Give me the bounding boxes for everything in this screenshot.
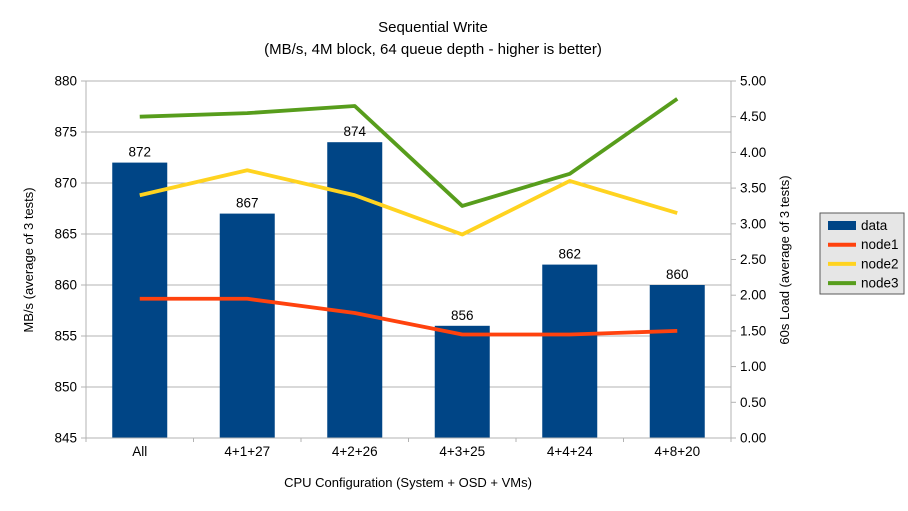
- y-axis-tick-label-left: 850: [54, 380, 77, 395]
- x-axis-tick-label: 4+1+27: [224, 444, 270, 459]
- y-axis-tick-label-left: 880: [54, 74, 77, 89]
- y-axis-tick-label-right: 0.50: [740, 395, 766, 410]
- y-axis-tick-label-right: 4.50: [740, 109, 766, 124]
- line-node1: [139, 296, 678, 337]
- y-axis-tick-label-left: 845: [54, 431, 77, 446]
- bar-4+2+26: [327, 142, 383, 438]
- y-axis-tick-label-right: 5.00: [740, 74, 766, 89]
- lines-group: [139, 97, 679, 337]
- y-axis-tick-label-right: 3.50: [740, 181, 766, 196]
- bar-4+1+27: [219, 213, 275, 438]
- y-axis-title-left: MB/s (average of 3 tests): [21, 187, 36, 332]
- legend-label-node3: node3: [861, 276, 899, 291]
- y-axis-tick-label-right: 0.00: [740, 431, 766, 446]
- bar-value-label: 860: [666, 267, 689, 282]
- line-node2: [139, 168, 678, 237]
- bar-4+8+20: [649, 285, 705, 438]
- x-axis-tick-label: All: [132, 444, 147, 459]
- chart-title: Sequential Write: [378, 19, 488, 36]
- bar-value-label: 862: [558, 247, 581, 262]
- y-axis-tick-label-left: 865: [54, 227, 77, 242]
- chart-subtitle: (MB/s, 4M block, 64 queue depth - higher…: [264, 41, 602, 58]
- axes-group: 845 850 855 860 865 870 875 880 0.00 0.50 1.00 1.50…: [54, 74, 766, 460]
- y-axis-tick-label-right: 1.00: [740, 359, 766, 374]
- legend-label-node2: node2: [861, 256, 899, 271]
- y-axis-title-right: 60s Load (average of 3 tests): [777, 175, 792, 344]
- bar-4+3+25: [434, 325, 490, 438]
- y-axis-tick-label-right: 4.00: [740, 145, 766, 160]
- bars-group: 872 867 874 856 862 860: [112, 124, 705, 438]
- y-axis-tick-label-left: 870: [54, 176, 77, 191]
- x-axis-tick-label: 4+2+26: [332, 444, 378, 459]
- y-axis-tick-label-right: 2.00: [740, 288, 766, 303]
- x-axis-title: CPU Configuration (System + OSD + VMs): [284, 475, 532, 490]
- legend-swatch-data: [828, 221, 856, 230]
- y-axis-tick-label-right: 3.00: [740, 216, 766, 231]
- bar-4+4+24: [542, 264, 598, 438]
- y-axis-tick-label-left: 855: [54, 329, 77, 344]
- x-axis-tick-label: 4+8+20: [654, 444, 700, 459]
- y-axis-tick-label-right: 1.50: [740, 323, 766, 338]
- x-axis-tick-label: 4+4+24: [547, 444, 593, 459]
- x-axis-tick-label: 4+3+25: [439, 444, 485, 459]
- line-node3: [139, 97, 679, 208]
- bar-value-label: 867: [236, 196, 259, 211]
- bar-value-label: 872: [128, 145, 151, 160]
- gridlines-group: [86, 80, 731, 439]
- y-axis-tick-label-left: 875: [54, 125, 77, 140]
- legend-label-node1: node1: [861, 237, 899, 252]
- y-axis-tick-label-right: 2.50: [740, 252, 766, 267]
- y-axis-tick-label-left: 860: [54, 278, 77, 293]
- legend-label-data: data: [861, 218, 888, 233]
- bar-value-label: 874: [343, 124, 366, 139]
- legend-group: data node1 node2 node3: [819, 212, 905, 295]
- bar-value-label: 856: [451, 308, 474, 323]
